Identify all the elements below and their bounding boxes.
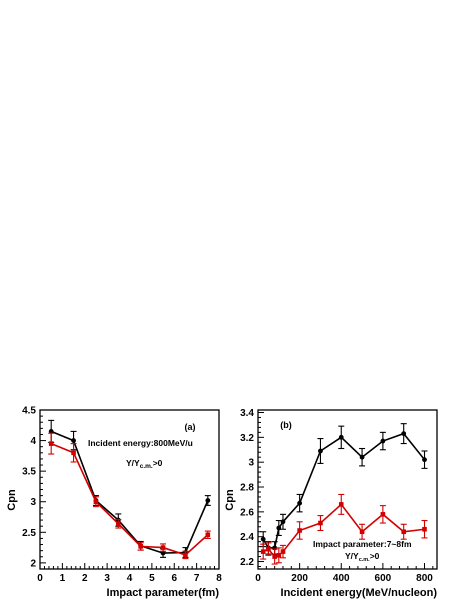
series-1-point [318,520,323,526]
y-tick-label: 3 [248,458,254,469]
annotation-energy: Incident energy:800MeV/u [88,438,193,448]
series-1-point [93,499,99,505]
x-tick-label: 0 [37,573,43,584]
x-tick-label: 0 [255,573,261,584]
y-tick-label: 4 [30,436,36,447]
series-1-point [116,521,121,527]
series-0-line [50,430,209,554]
series-1-point [183,552,188,558]
series-0-point [422,457,427,463]
x-tick-label: 7 [194,573,200,584]
series-0-point [205,498,211,503]
y-tick-label: 3.4 [240,408,254,419]
y-tick-label: 3.2 [240,433,254,444]
annotation-rapidity-cond: >0 [153,458,163,468]
series-0-point [71,438,76,443]
annotation-rapidity: Y/Yc.m.>0 [126,458,163,470]
series-1-point [280,549,286,554]
data-marks [48,419,211,560]
series-1-point [422,526,427,532]
y-axis-label: Cpn [6,489,18,511]
plot-frame [257,409,438,570]
y-tick-label: 2.2 [240,557,254,568]
annotation-rapidity-sub: c.m. [140,463,153,470]
series-1-point [160,545,166,550]
plot-frame [39,409,220,570]
y-axis-label: Cpn [224,489,236,511]
series-1-point [205,532,211,538]
y-tick-label: 2.5 [22,528,36,539]
series-0-point [401,431,407,437]
series-1-point [359,529,365,535]
series-1-point [401,529,406,535]
series-1-point [272,554,277,559]
annotation-impact: Impact parameter:7~8fm [313,539,412,549]
x-tick-label: 6 [171,573,177,584]
panel-b: 0 200 400 600 800 2.2 2.4 2.6 2.8 3 3.2 3.4 (b) Imp… [224,408,438,599]
series-0-point [338,434,344,440]
annotation-rapidity-sub: c.m. [359,557,370,563]
x-tick-label: 1 [60,573,66,584]
x-tick-label: 200 [291,573,308,584]
y-tick-label: 2.6 [240,507,254,518]
x-tick-label: 800 [416,573,433,584]
y-tick-label: 4.5 [22,406,36,417]
y-tick-label: 2 [30,558,36,569]
y-tick-label: 2.4 [240,532,254,543]
series-0-point [297,500,303,506]
x-tick-label: 600 [375,573,392,584]
series-0-point [280,519,286,525]
y-tick-label: 3.5 [22,467,36,478]
series-1-point [48,441,54,446]
series-1-point [138,544,143,549]
y-tick-label: 3 [30,497,36,508]
x-axis-label: Incident energy(MeV/nucleon) [281,587,438,599]
series-0-point [260,536,266,542]
annotation-rapidity-main: Y/Y [345,551,359,561]
series-1-point [71,450,76,456]
series-1-point [338,502,344,507]
series-1-point [266,546,271,552]
x-axis-label: Impact parameter(fm) [107,587,220,599]
y-tick-label: 2.8 [240,483,254,494]
series-0-point [380,438,386,444]
series-1-point [380,512,386,517]
x-tick-label: 3 [104,573,110,584]
series-1-point [297,528,302,533]
annotation-rapidity: Y/Yc.m.>0 [345,551,380,563]
panel-label: (a) [185,422,196,432]
x-tick-label: 2 [82,573,88,584]
annotation-rapidity-cond: >0 [370,551,380,561]
axis-ticks: 0 1 2 3 4 5 6 7 8 2 2.5 3 3.5 4 4.5 [22,406,222,585]
panel-a: 0 1 2 3 4 5 6 7 8 2 2.5 3 3.5 4 4.5 (a) Incident energ… [6,406,222,600]
x-tick-label: 400 [333,573,350,584]
series-1-line [50,442,209,556]
panel-label: (b) [280,420,292,430]
series-0-point [318,448,323,454]
series-0-point [48,429,54,434]
series-0-point [160,550,166,556]
annotation-rapidity-main: Y/Y [126,458,140,468]
series-0-point [359,454,365,460]
series-1-point [260,549,266,554]
data-marks [260,423,428,565]
series-1-point [276,553,282,558]
series-0-line [262,432,426,549]
axis-ticks: 0 200 400 600 800 2.2 2.4 2.6 2.8 3 3.2 3.4 [240,408,434,584]
x-tick-label: 4 [127,573,133,584]
x-tick-label: 8 [216,573,222,584]
x-tick-label: 5 [149,573,155,584]
